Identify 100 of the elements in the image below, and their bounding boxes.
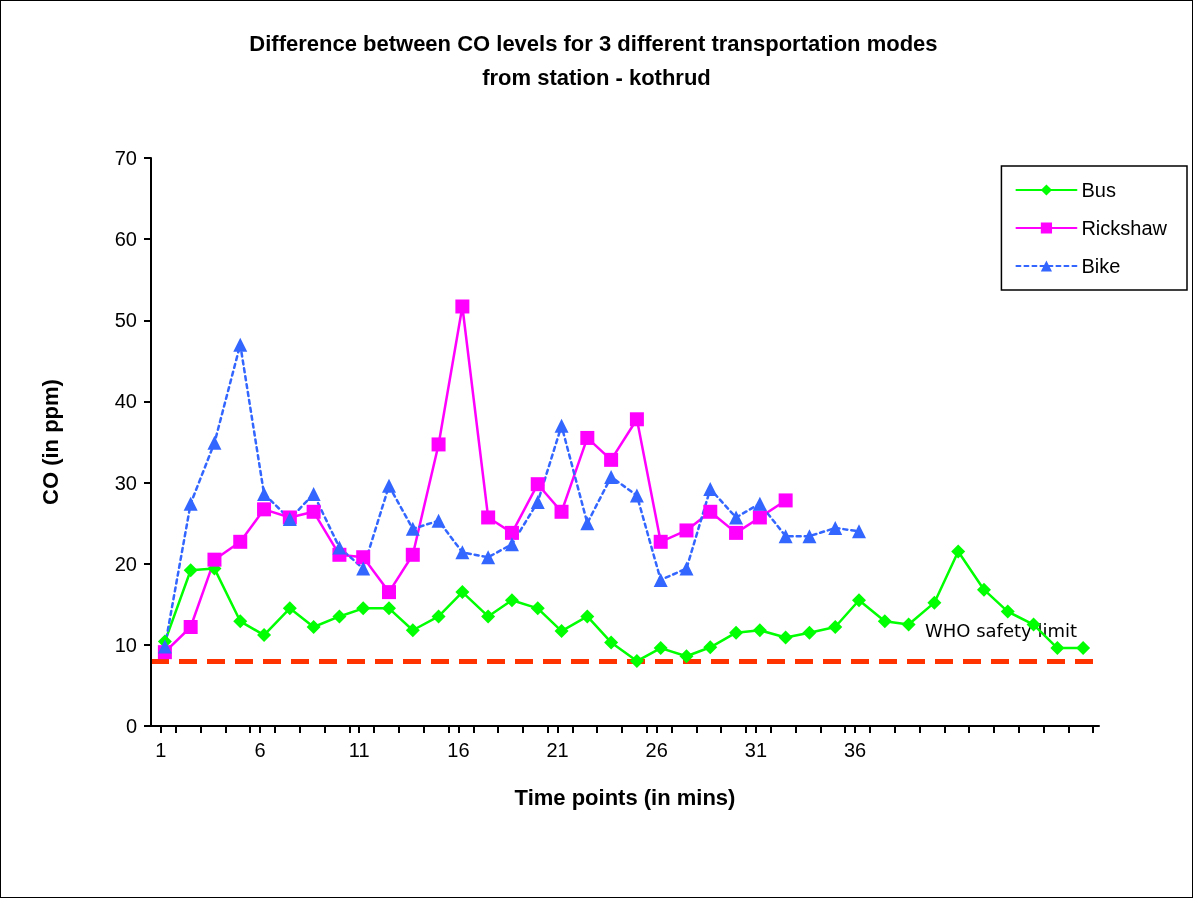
point <box>703 482 718 497</box>
point <box>1000 604 1015 619</box>
point <box>604 452 619 467</box>
point <box>381 601 396 616</box>
point <box>828 620 843 635</box>
point <box>729 625 744 640</box>
y-tick-label: 70 <box>114 147 137 169</box>
point <box>580 430 595 445</box>
x-tick-label: 31 <box>744 739 768 761</box>
y-axis-title: CO (in ppm) <box>37 379 63 505</box>
point <box>183 563 198 578</box>
point <box>431 609 446 624</box>
point <box>504 537 519 552</box>
point <box>729 525 744 540</box>
point <box>405 547 420 562</box>
point <box>431 513 446 528</box>
point <box>257 486 272 501</box>
point <box>629 412 644 427</box>
point <box>852 524 867 539</box>
point <box>455 299 470 314</box>
point <box>653 534 668 549</box>
point <box>481 609 496 624</box>
point <box>405 521 420 536</box>
legend-label: Rickshaw <box>1081 217 1168 239</box>
point <box>332 540 347 555</box>
x-tick-label: 11 <box>348 739 370 761</box>
point <box>554 624 569 639</box>
point <box>703 504 718 519</box>
point <box>604 469 619 484</box>
point <box>653 641 668 656</box>
point <box>1076 641 1091 656</box>
point <box>629 654 644 669</box>
point <box>381 478 396 493</box>
point <box>530 601 545 616</box>
point <box>306 486 321 501</box>
point <box>455 585 470 600</box>
point <box>233 614 248 629</box>
point <box>233 337 248 352</box>
point <box>679 561 694 576</box>
point <box>282 601 297 616</box>
point <box>481 510 496 525</box>
point <box>802 625 817 640</box>
point <box>976 582 991 597</box>
point <box>604 635 619 650</box>
legend-label: Bike <box>1081 255 1121 277</box>
point <box>405 623 420 638</box>
point <box>431 437 446 452</box>
point <box>332 609 347 624</box>
x-tick-label: 21 <box>546 739 569 761</box>
point <box>504 525 519 540</box>
x-tick-label: 36 <box>843 739 867 761</box>
x-tick-label: 6 <box>254 739 266 761</box>
point <box>679 523 694 538</box>
point <box>233 534 248 549</box>
point <box>802 529 817 544</box>
x-tick-label: 26 <box>645 739 668 761</box>
point <box>580 609 595 624</box>
point <box>306 620 321 635</box>
point <box>752 496 767 511</box>
point <box>1050 641 1065 656</box>
point <box>157 639 172 654</box>
point <box>356 601 371 616</box>
point <box>778 493 793 508</box>
x-axis-title: Time points (in mins) <box>514 784 736 810</box>
point <box>257 628 272 643</box>
point <box>580 516 595 531</box>
point <box>306 504 321 519</box>
point <box>901 617 916 632</box>
point <box>257 502 272 517</box>
point <box>504 593 519 608</box>
point <box>828 521 843 536</box>
point <box>752 510 767 525</box>
x-tick-label: 1 <box>155 739 167 761</box>
point <box>530 477 545 492</box>
point <box>927 595 942 610</box>
y-tick-label: 10 <box>114 633 137 656</box>
point <box>381 585 396 600</box>
point <box>356 550 371 565</box>
point <box>679 649 694 664</box>
point <box>729 510 744 525</box>
point <box>455 545 470 560</box>
y-tick-label: 30 <box>114 471 137 494</box>
point <box>629 488 644 503</box>
y-tick-label: 0 <box>125 715 137 737</box>
point <box>554 504 569 519</box>
point <box>530 495 545 510</box>
point <box>778 529 793 544</box>
point <box>877 614 892 629</box>
point <box>852 593 867 608</box>
point <box>207 435 222 450</box>
legend-label: Bus <box>1081 179 1116 201</box>
x-tick-label: 16 <box>447 739 470 761</box>
point <box>554 418 569 433</box>
y-tick-label: 40 <box>114 390 137 413</box>
point <box>778 630 793 645</box>
y-tick-label: 50 <box>114 309 137 332</box>
y-tick-label: 20 <box>114 552 137 575</box>
point <box>653 572 668 587</box>
point <box>951 544 966 559</box>
point <box>703 640 718 655</box>
